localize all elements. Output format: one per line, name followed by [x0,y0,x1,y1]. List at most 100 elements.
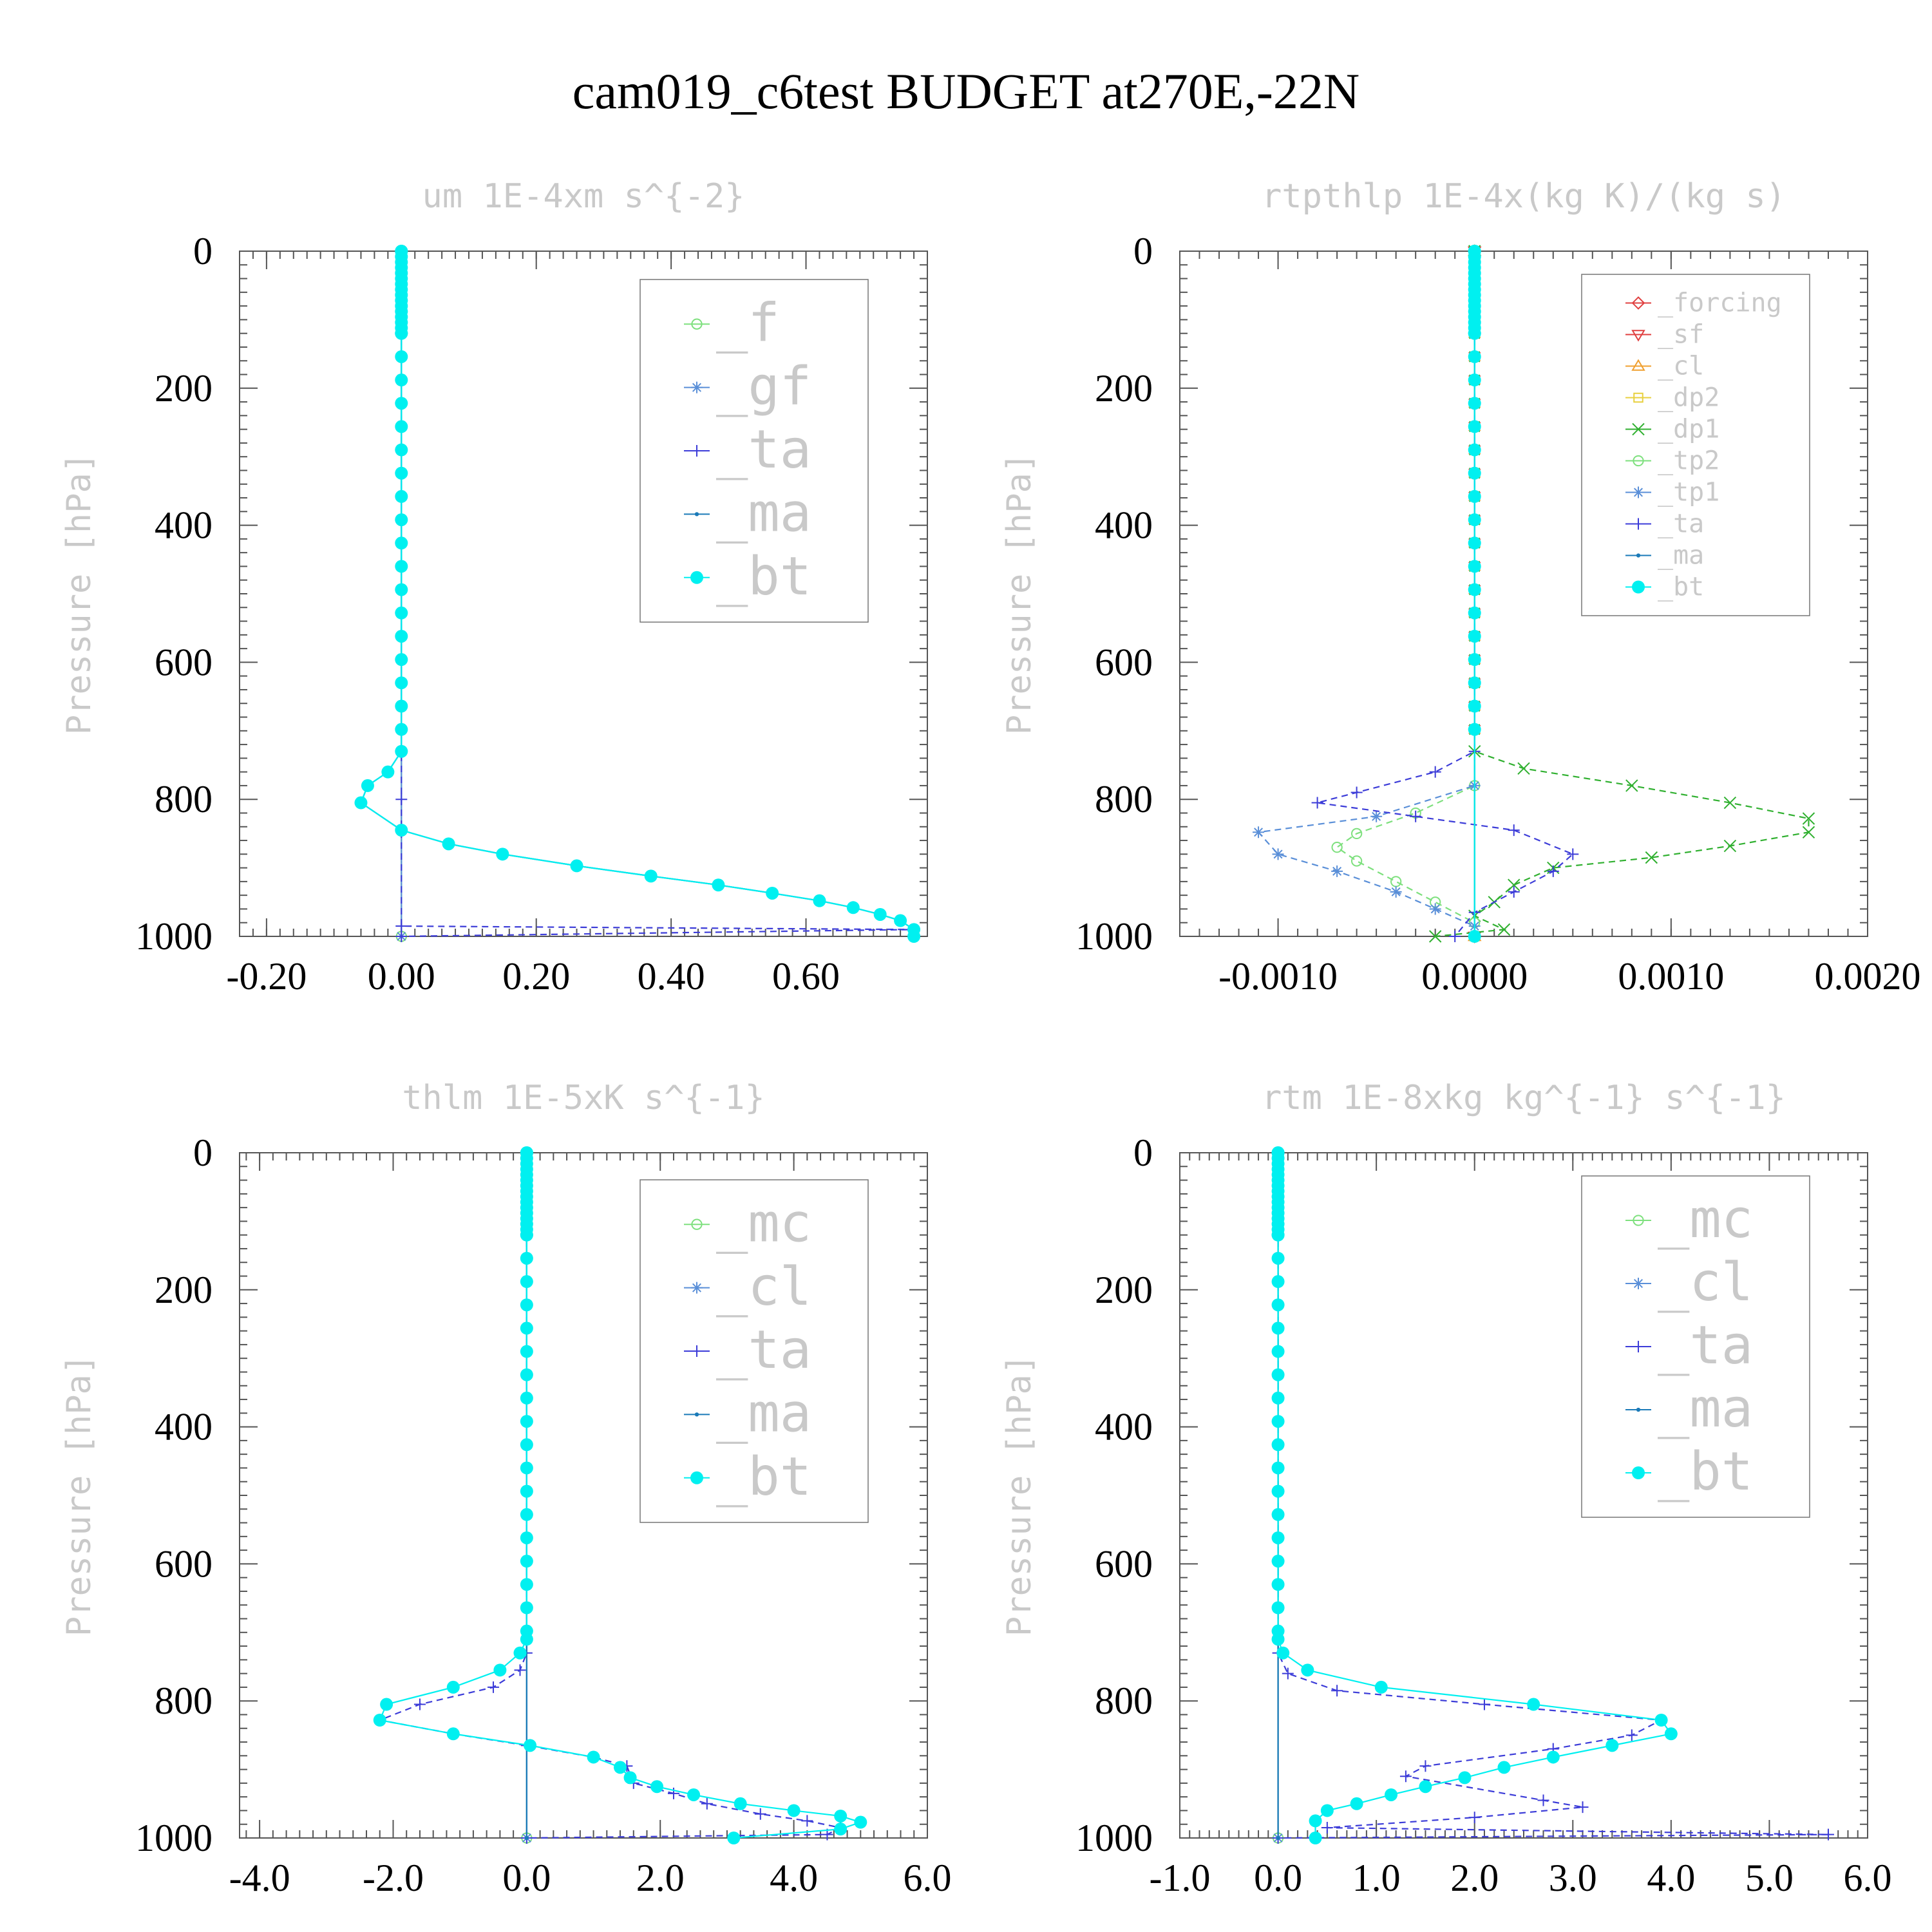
x-tick-label: 0.0000 [1421,955,1528,998]
data-point [1370,810,1383,822]
level-marker [1468,513,1481,527]
level-marker [1468,489,1481,503]
level-marker [1271,1298,1285,1312]
y-tick-label: 600 [155,641,213,683]
x-tick-label: 0.0020 [1815,955,1921,998]
data-point [1276,1646,1290,1660]
data-point [1350,855,1363,867]
level-marker [520,1368,533,1381]
legend-label: _tp2 [1658,446,1719,475]
level-marker [1271,1461,1285,1475]
level-marker [1271,1508,1285,1521]
data-point [1253,826,1265,838]
level-marker [1271,1345,1285,1358]
level-marker [1468,653,1481,667]
data-point [395,920,408,933]
level-marker [520,1321,533,1335]
level-marker [1271,1228,1285,1242]
data-point [1350,1797,1363,1810]
level-marker [395,327,408,340]
y-tick-label: 400 [155,1406,213,1448]
legend-marker [1631,296,1645,310]
legend-label: _ma [1658,540,1704,570]
y-tick-label: 800 [155,1680,213,1722]
level-marker [395,606,408,620]
data-point [1331,865,1343,877]
level-marker [1271,1484,1285,1498]
y-tick-label: 1000 [135,915,213,958]
legend-marker [1631,330,1645,342]
data-point [1802,826,1815,838]
data-point [1527,1698,1540,1711]
legend-marker [1636,1407,1641,1412]
x-tick-label: 0.0 [502,1857,551,1899]
legend-box [1581,274,1810,616]
legend-marker [691,445,703,457]
y-tick-label: 600 [1095,1542,1153,1585]
data-point [1458,1771,1472,1785]
level-marker [1271,1368,1285,1381]
level-marker [520,1508,533,1521]
y-axis-label: Pressure [hPa] [60,1354,99,1636]
level-marker [395,350,408,363]
legend-marker [1631,359,1645,371]
x-tick-label: 3.0 [1549,1857,1597,1899]
data-point [1282,1667,1294,1680]
level-marker [520,1578,533,1591]
y-tick-label: 1000 [1075,915,1153,958]
legend-label: _ta [716,1320,811,1381]
data-point [873,907,887,921]
y-axis-label: Pressure [hPa] [60,453,99,735]
level-marker [1271,1438,1285,1452]
legend-label: _cl [716,1256,811,1318]
level-marker [1468,606,1481,620]
legend-box [639,279,869,623]
y-tick-label: 400 [1095,504,1153,547]
level-marker [395,583,408,596]
legend-marker [690,571,703,584]
legend-label: _mc [716,1193,811,1254]
legend-marker [1632,580,1645,594]
y-tick-label: 400 [1095,1406,1153,1448]
data-point [1802,812,1815,825]
legend-marker [1633,486,1644,498]
panel-title: rtpthlp 1E-4x(kg K)/(kg s) [1262,177,1786,216]
legend: _f_gf_ta_ma_bt [639,279,869,623]
data-point [493,1663,507,1677]
legend-box [639,1179,869,1523]
y-tick-label: 200 [1095,1269,1153,1311]
series-line [1277,1153,1828,1839]
legend-label: _cl [1658,351,1704,381]
legend-label: _ma [716,483,811,544]
level-marker [395,676,408,690]
x-tick-label: 5.0 [1745,1857,1794,1899]
data-point [1428,930,1442,943]
y-tick-label: 600 [155,1542,213,1585]
panel-title: thlm 1E-5xK s^{-1} [402,1079,765,1117]
data-point [834,1823,848,1836]
series-bt [354,245,921,943]
data-point [1331,842,1343,853]
data-point [587,1750,600,1764]
data-point [727,1832,741,1844]
data-point [894,914,907,927]
data-point [1350,786,1363,799]
data-point [395,824,408,837]
x-tick-label: 4.0 [1647,1857,1695,1899]
y-tick-label: 800 [1095,778,1153,820]
data-point [354,796,368,810]
level-marker [1468,676,1481,690]
level-marker [395,513,408,527]
level-marker [520,1601,533,1615]
data-point [734,1797,747,1810]
data-point [1497,923,1511,936]
data-point [395,744,408,758]
legend-marker [1632,422,1645,436]
series-line [1317,251,1575,937]
data-point [1822,1828,1834,1841]
legend-label: _tp1 [1658,477,1719,507]
y-tick-label: 0 [1133,1132,1153,1174]
legend-label: _ta [1658,1315,1753,1376]
data-point [1390,876,1402,887]
